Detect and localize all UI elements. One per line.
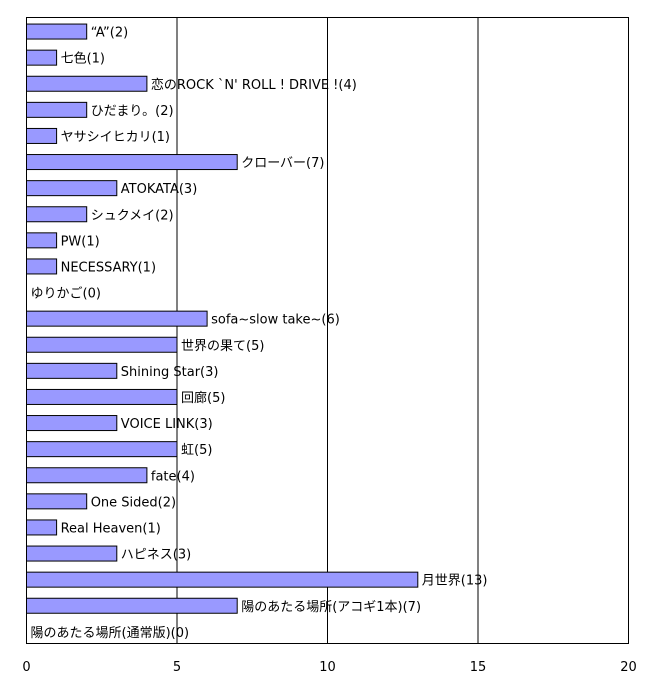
bar-data-label: 陽のあたる場所(アコギ1本)(7) — [241, 600, 421, 615]
gridlines — [176, 17, 479, 644]
bar-data-label: ヤサシイヒカリ(1) — [61, 130, 170, 145]
plot-area-frame — [26, 17, 629, 644]
bar-data-label: 世界の果て(5) — [181, 339, 264, 354]
bar — [26, 127, 58, 144]
bar-data-label: 回廊(5) — [181, 390, 225, 406]
bar — [26, 415, 118, 432]
bar — [26, 232, 58, 249]
bar — [26, 258, 58, 275]
bar-data-label: 七色(1) — [61, 51, 105, 67]
bar-data-label: クローバー(7) — [241, 156, 324, 171]
bar — [26, 336, 178, 353]
bar-data-label: シュクメイ(2) — [91, 208, 174, 223]
bar-data-label: VOICE LINK(3) — [121, 417, 213, 432]
bar — [26, 545, 118, 562]
x-tick-label: 10 — [319, 660, 336, 675]
bar — [26, 388, 178, 405]
bar-data-label: 月世界(13) — [422, 574, 488, 589]
bar-data-label: Shining Star(3) — [121, 365, 219, 380]
bar — [26, 101, 88, 118]
bar — [26, 441, 178, 458]
bar-data-label: One Sided(2) — [91, 495, 176, 510]
x-tick-label: 5 — [173, 660, 181, 675]
bar — [26, 49, 58, 66]
bar-data-label: “A”(2) — [91, 26, 129, 41]
bar-data-label: 恋のROCK `N' ROLL ! DRIVE !(4) — [151, 77, 357, 93]
x-tick-label: 20 — [620, 660, 637, 675]
bar — [26, 206, 88, 223]
bar-data-label: ゆりかご(0) — [31, 286, 101, 302]
bar — [26, 180, 118, 197]
bar-labels: “A”(2) 七色(1) 恋のROCK `N' ROLL ! DRIVE !(4) ひ… — [31, 26, 488, 641]
bar-data-label: 陽のあたる場所(通常版)(0) — [31, 626, 190, 641]
x-tick-label: 15 — [470, 660, 487, 675]
bar-data-label: PW(1) — [61, 234, 100, 249]
bar — [26, 519, 58, 536]
x-axis-ticks: 0 5 10 15 20 — [22, 660, 636, 675]
bar-data-label: ATOKATA(3) — [121, 182, 197, 197]
bar — [26, 362, 118, 379]
bar — [26, 23, 88, 40]
bar-data-label: Real Heaven(1) — [61, 521, 161, 536]
bar — [26, 75, 148, 92]
bar-data-label: NECESSARY(1) — [61, 260, 156, 275]
bar-data-label: fate(4) — [151, 469, 195, 484]
bar — [26, 597, 238, 614]
bar-data-label: sofa~slow take~(6) — [211, 313, 340, 328]
bar — [26, 571, 419, 588]
bar-data-label: 虹(5) — [181, 443, 212, 458]
x-tick-label: 0 — [22, 660, 30, 675]
bar — [26, 467, 148, 484]
bar — [26, 493, 88, 510]
bar — [26, 310, 208, 327]
bar-data-label: ひだまり。(2) — [91, 104, 174, 119]
bar — [26, 154, 238, 171]
bar-data-label: ハピネス(3) — [121, 548, 191, 563]
